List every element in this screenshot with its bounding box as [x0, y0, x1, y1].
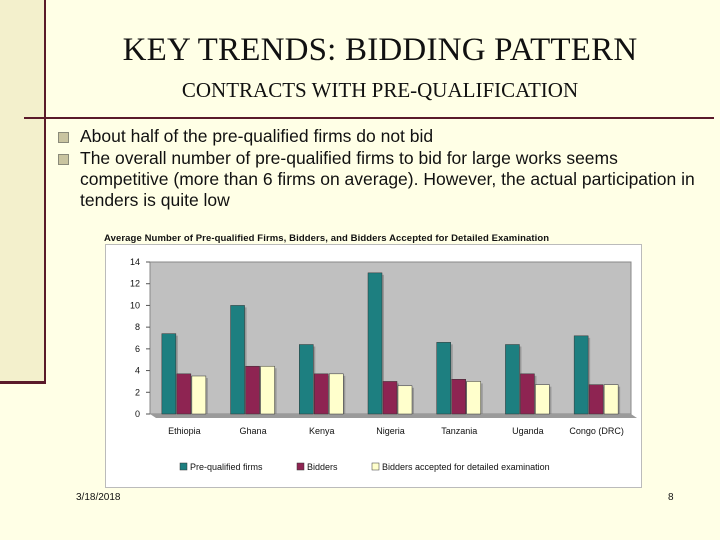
bullet-square-icon: [58, 132, 69, 143]
legend-label: Pre-qualified firms: [190, 462, 263, 472]
legend-label: Bidders accepted for detailed examinatio…: [382, 462, 550, 472]
bullet-text: The overall number of pre-qualified firm…: [80, 148, 695, 210]
title-divider: [24, 117, 714, 119]
chart-title: Average Number of Pre-qualified Firms, B…: [104, 233, 550, 244]
legend-swatch: [179, 462, 188, 471]
bar: [505, 344, 520, 415]
bar: [230, 305, 245, 415]
bullet-square-icon: [58, 154, 69, 165]
x-tick-label: Uganda: [512, 426, 544, 436]
page-number: 8: [668, 492, 674, 503]
legend-swatch: [296, 462, 305, 471]
plot-floor: [150, 414, 637, 418]
y-tick-label: 10: [130, 300, 140, 310]
bar: [382, 381, 398, 415]
x-tick-label: Kenya: [309, 426, 335, 436]
bar: [520, 373, 535, 415]
y-tick-label: 6: [135, 344, 140, 354]
bar: [191, 375, 207, 415]
bar: [588, 384, 604, 415]
bar: [299, 344, 314, 415]
bar: [573, 335, 589, 415]
decorative-left-bar: [0, 0, 46, 384]
slide-title: KEY TRENDS: BIDDING PATTERN: [122, 32, 638, 68]
bar: [535, 384, 550, 415]
x-tick-label: Tanzania: [441, 426, 477, 436]
bar: [329, 373, 344, 415]
bullet-item: The overall number of pre-qualified firm…: [58, 148, 698, 211]
bar: [466, 381, 481, 415]
footer-date: 3/18/2018: [76, 492, 121, 503]
legend-swatch: [371, 462, 380, 471]
bar: [245, 365, 260, 415]
bullet-item: About half of the pre-qualified firms do…: [58, 126, 698, 147]
bullet-text: About half of the pre-qualified firms do…: [80, 126, 434, 146]
x-tick-label: Ethiopia: [168, 426, 201, 436]
bar: [451, 379, 466, 415]
bar-chart: 0 2 4 6 8 10 12 14 Ethiopia Ghana Kenya Nigeria Tanz…: [130, 257, 637, 472]
bar: [603, 384, 619, 415]
bar: [436, 342, 451, 415]
slide-subtitle: CONTRACTS WITH PRE-QUALIFICATION: [181, 78, 579, 102]
x-tick-label: Ghana: [240, 426, 267, 436]
y-tick-label: 0: [135, 409, 140, 419]
bar: [161, 333, 177, 415]
y-tick-label: 2: [135, 387, 140, 397]
bar: [397, 385, 413, 415]
y-tick-label: 4: [135, 366, 140, 376]
bar: [367, 272, 383, 415]
y-tick-label: 14: [130, 257, 140, 267]
legend-label: Bidders: [307, 462, 338, 472]
x-tick-label: Nigeria: [376, 426, 405, 436]
bar: [260, 365, 275, 415]
y-tick-label: 12: [130, 279, 140, 289]
bar: [314, 373, 329, 415]
x-tick-label: Congo (DRC): [569, 426, 624, 436]
bar: [176, 373, 192, 415]
chart-frame: 0 2 4 6 8 10 12 14 Ethiopia Ghana Kenya Nigeria Tanz…: [105, 244, 642, 488]
y-tick-label: 8: [135, 322, 140, 332]
bullet-list: About half of the pre-qualified firms do…: [58, 126, 698, 212]
